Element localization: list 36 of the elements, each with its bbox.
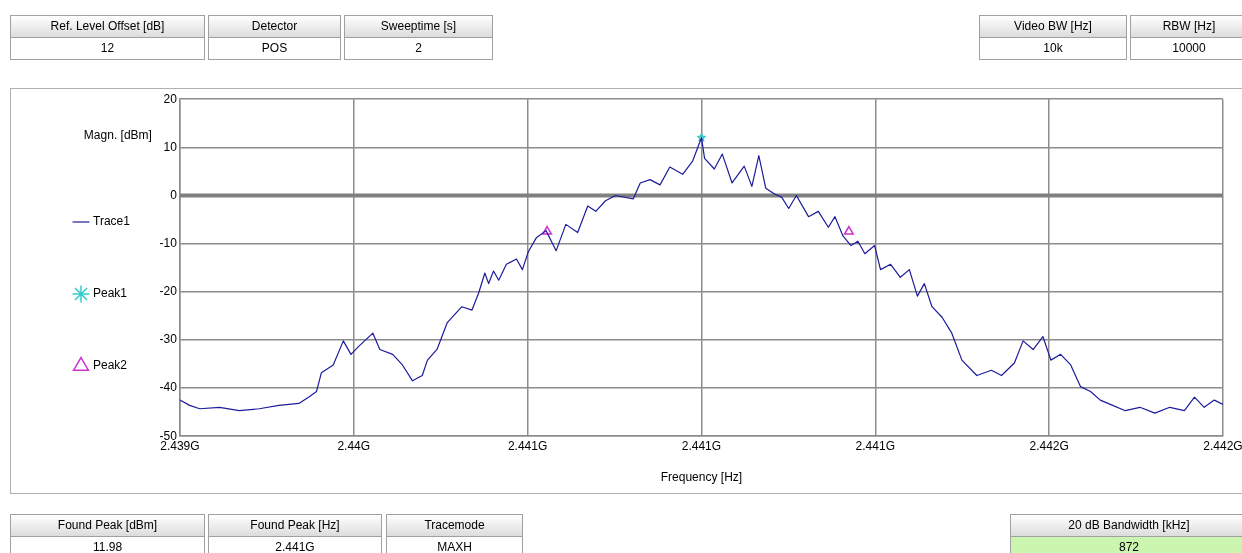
legend-label: Peak1	[93, 286, 128, 301]
text: MAXH	[386, 537, 523, 553]
x-axis-title: Frequency [Hz]	[660, 470, 743, 485]
text: Video BW [Hz]	[979, 15, 1127, 38]
text: 2	[344, 38, 493, 60]
y-axis-title: Magn. [dBm]	[83, 127, 152, 142]
x-tick-label: 2.442G	[1029, 438, 1069, 453]
text: 12	[10, 38, 205, 60]
text: POS	[208, 38, 341, 60]
text: RBW [Hz]	[1130, 15, 1242, 38]
text: 2.441G	[208, 537, 382, 553]
y-tick-label: 0	[170, 187, 178, 202]
text: Detector	[208, 15, 341, 38]
x-tick-label: 2.441G	[855, 438, 895, 453]
x-tick-label: 2.441G	[507, 438, 548, 453]
text: 872	[1010, 537, 1242, 553]
legend-label: Peak2	[93, 358, 128, 373]
text: 20 dB Bandwidth [kHz]	[1010, 514, 1242, 537]
text: Ref. Level Offset [dB]	[10, 15, 205, 38]
x-tick-label: 2.442G	[1203, 438, 1242, 453]
text: 10k	[979, 38, 1127, 60]
y-tick-label: -30	[159, 332, 178, 347]
text: Sweeptime [s]	[344, 15, 493, 38]
y-tick-label: -10	[159, 235, 178, 250]
text: 11.98	[10, 537, 205, 553]
y-tick-label: -40	[159, 380, 178, 395]
x-tick-label: 2.441G	[681, 438, 722, 453]
text: Found Peak [Hz]	[208, 514, 382, 537]
y-tick-label: -20	[159, 284, 178, 299]
y-tick-label: 10	[163, 139, 178, 154]
text: 10000	[1130, 38, 1242, 60]
y-tick-label: 20	[163, 91, 178, 106]
text: Tracemode	[386, 514, 523, 537]
x-tick-label: 2.44G	[337, 438, 371, 453]
legend-label: Trace1	[93, 214, 131, 229]
text: Found Peak [dBm]	[10, 514, 205, 537]
